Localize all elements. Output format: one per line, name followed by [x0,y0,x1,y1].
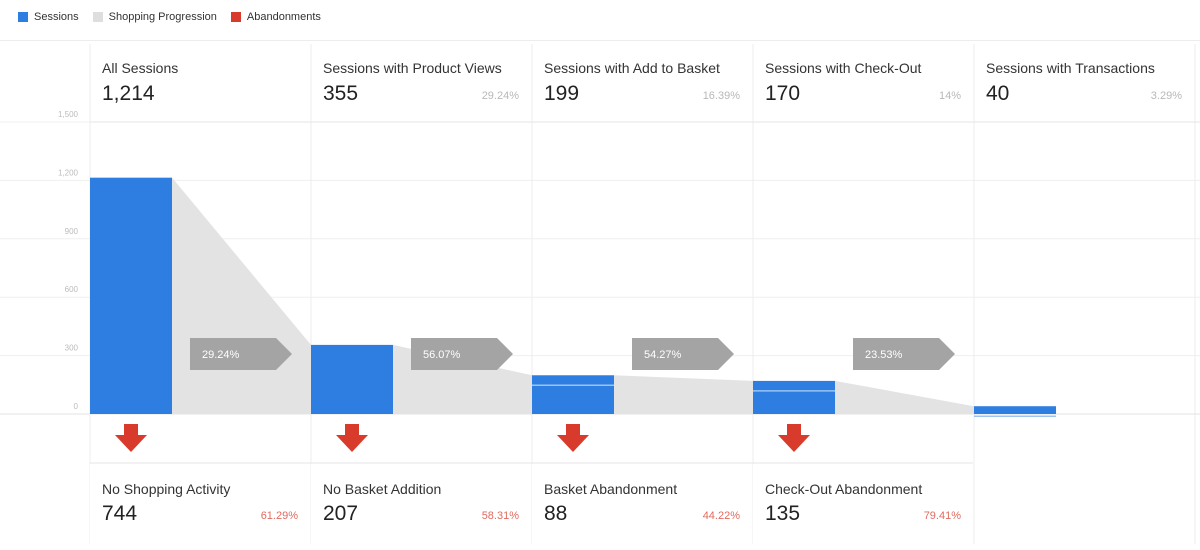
conversion-arrow-shape [190,338,292,370]
shopping-progression-area [172,177,311,414]
progression-swatch [92,12,103,22]
conversion-arrow: 56.07% [411,338,513,370]
conversion-rate-label: 54.27% [644,349,682,361]
stage-count: 1,214 [102,82,155,105]
stage-percent: 14% [938,90,961,102]
legend-item-progression[interactable]: Shopping Progression [92,11,217,23]
stage-count: 199 [544,82,580,105]
conversion-arrow: 54.27% [632,338,734,370]
abandonment-arrow-icon [557,424,589,452]
abandonment-arrow-icon [115,424,147,452]
legend-label-sessions: Sessions [34,11,79,23]
conversion-rate-label: 23.53% [865,349,903,361]
conversion-arrow-shape [853,338,955,370]
sessions-bar [311,344,393,414]
conversion-rate-label: 29.24% [202,349,240,361]
shopping-progression-area [614,375,753,414]
abandonment-percent: 44.22% [702,510,740,522]
sessions-bar [753,380,835,414]
stage-header-check-out[interactable]: Sessions with Check-Out 170 14% [753,44,973,122]
stage-count: 355 [323,82,359,105]
stage-percent: 16.39% [702,90,740,102]
legend-item-sessions[interactable]: Sessions [18,11,79,23]
legend-label-progression: Shopping Progression [108,11,217,23]
abandonment-count: 207 [323,502,359,525]
abandonment-count: 744 [102,502,138,525]
stage-header-band [0,40,1200,123]
conversion-rate-label: 56.07% [423,349,461,361]
abandonment-name: No Shopping Activity [102,481,231,497]
abandonment-no-shopping-activity[interactable]: No Shopping Activity 744 61.29% [90,464,310,544]
abandonment-percent: 79.41% [923,510,961,522]
stage-header-transactions[interactable]: Sessions with Transactions 40 3.29% [974,44,1194,122]
stage-name: Sessions with Check-Out [765,60,922,76]
sessions-swatch [18,12,28,22]
sessions-bar [974,406,1056,414]
abandonment-arrow-icon [778,424,810,452]
abandonment-count: 135 [765,502,801,525]
abandonment-no-basket-addition[interactable]: No Basket Addition 207 58.31% [311,464,531,544]
sessions-bar [532,375,614,414]
stage-count: 170 [765,82,801,105]
stage-percent: 29.24% [481,90,519,102]
abandonment-name: No Basket Addition [323,481,442,497]
stage-name: Sessions with Product Views [323,60,502,76]
stage-header-product-views[interactable]: Sessions with Product Views 355 29.24% [311,44,531,122]
sessions-bar [90,177,172,414]
abandonment-arrow-icon [336,424,368,452]
stage-count: 40 [986,82,1010,105]
stage-header-all-sessions[interactable]: All Sessions 1,214 [90,44,310,122]
y-tick-label: 300 [65,344,79,353]
y-tick-label: 1,500 [58,110,79,119]
abandonment-basket-abandonment[interactable]: Basket Abandonment 88 44.22% [532,464,752,544]
stage-percent: 3.29% [1150,90,1182,102]
abandonment-percent: 61.29% [260,510,298,522]
stage-name: All Sessions [102,60,179,76]
conversion-arrow: 29.24% [190,338,292,370]
conversion-arrow: 23.53% [853,338,955,370]
conversion-arrow-shape [411,338,513,370]
abandonment-name: Basket Abandonment [544,481,678,497]
abandonment-name: Check-Out Abandonment [765,481,923,497]
legend: Sessions Shopping Progression Abandonmen… [18,9,335,25]
y-tick-label: 0 [74,402,79,411]
conversion-arrow-shape [632,338,734,370]
legend-label-abandonments: Abandonments [246,11,321,23]
abandonment-percent: 58.31% [481,510,519,522]
stage-header-add-to-basket[interactable]: Sessions with Add to Basket 199 16.39% [532,44,752,122]
legend-item-abandonments[interactable]: Abandonments [230,11,321,23]
abandonments-swatch [230,12,241,22]
y-tick-label: 600 [65,285,79,294]
shopping-progression-area [835,380,974,414]
y-tick-label: 900 [65,227,79,236]
abandonment-count: 88 [544,502,568,525]
y-tick-label: 1,200 [58,168,79,177]
abandonment-check-out-abandonment[interactable]: Check-Out Abandonment 135 79.41% [753,464,973,544]
stage-name: Sessions with Add to Basket [544,60,720,76]
stage-name: Sessions with Transactions [986,60,1155,76]
